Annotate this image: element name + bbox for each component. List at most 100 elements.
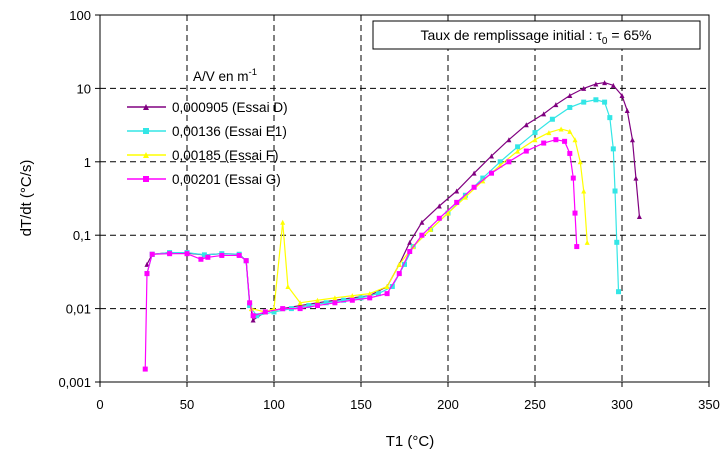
data-point <box>636 213 642 219</box>
annotation-frame <box>372 20 701 50</box>
data-point <box>149 251 155 257</box>
data-point <box>553 102 559 108</box>
data-point <box>558 126 564 132</box>
data-point <box>367 291 373 297</box>
y-tick-label: 0,01 <box>66 302 91 317</box>
y-axis-title: dT/dt (°C/s) <box>18 160 35 237</box>
data-point <box>262 309 268 315</box>
data-point <box>247 300 253 306</box>
data-point <box>572 210 578 216</box>
x-axis-title: T1 (°C) <box>386 433 435 450</box>
data-point <box>349 297 355 303</box>
series-4 <box>142 137 580 372</box>
data-point <box>297 300 303 306</box>
annotation-symbol: τ <box>596 27 602 43</box>
data-point <box>201 252 207 258</box>
legend-swatch-marker <box>143 104 149 110</box>
data-point <box>567 93 573 99</box>
annotation-suffix: = 65% <box>607 27 651 43</box>
data-point <box>167 251 173 257</box>
x-axis-ticks: 0 50 100 150 200 250 300 350 <box>96 382 720 412</box>
data-point <box>436 203 442 209</box>
legend-entry: 0,00201 (Essai G) <box>127 172 281 187</box>
data-point <box>236 252 242 258</box>
data-point <box>280 306 286 312</box>
x-tick-label: 50 <box>180 397 194 412</box>
legend-entry: 0,000905 (Essai D) <box>127 100 288 115</box>
data-point <box>271 309 277 315</box>
annotation-subscript: 0 <box>602 36 608 47</box>
data-point <box>629 137 635 143</box>
data-point <box>567 128 573 134</box>
y-tick-label: 0,1 <box>73 228 91 243</box>
data-point <box>607 115 613 121</box>
data-point <box>306 303 312 309</box>
data-point <box>367 295 373 301</box>
legend-label: 0,000905 (Essai D) <box>172 100 288 115</box>
legend-swatch-marker <box>143 152 149 158</box>
x-tick-label: 200 <box>437 397 459 412</box>
data-point <box>567 150 573 156</box>
data-point <box>285 284 291 290</box>
data-point <box>574 244 580 250</box>
legend-title: A/V en m-1 <box>193 67 257 84</box>
data-point <box>332 295 338 301</box>
series-3 <box>248 126 590 315</box>
data-point <box>602 99 608 105</box>
legend-label: 0,00185 (Essai F) <box>172 148 279 163</box>
grid <box>100 15 709 382</box>
data-point <box>396 261 402 267</box>
data-point <box>419 232 425 238</box>
data-point <box>546 130 552 136</box>
data-point <box>445 210 451 216</box>
legend-entry: 0,00136 (Essai E1) <box>127 124 287 139</box>
data-point <box>250 313 256 319</box>
y-tick-label: 100 <box>69 8 91 23</box>
data-point <box>506 159 512 165</box>
legend-label: 0,00201 (Essai G) <box>172 172 281 187</box>
data-point <box>407 248 413 254</box>
data-point <box>243 258 249 264</box>
y-tick-label: 10 <box>77 81 91 96</box>
legend-title-superscript: -1 <box>249 67 257 78</box>
data-point <box>549 116 555 122</box>
plot-frame <box>99 14 710 383</box>
legend-label: 0,00136 (Essai E1) <box>172 124 287 139</box>
data-point <box>633 175 639 181</box>
data-point <box>581 85 587 91</box>
data-point <box>567 104 573 110</box>
legend-swatch-marker <box>143 176 149 182</box>
data-point <box>454 199 460 205</box>
data-point <box>541 111 547 117</box>
data-point <box>250 317 256 323</box>
data-point <box>489 153 494 159</box>
data-point <box>184 251 190 257</box>
data-point <box>396 271 402 277</box>
data-point <box>515 148 521 154</box>
data-point <box>436 215 442 221</box>
data-point <box>402 261 407 267</box>
data-point <box>254 313 260 319</box>
data-point <box>614 239 620 245</box>
data-point <box>497 159 503 165</box>
data-point <box>471 170 477 176</box>
data-point <box>247 303 253 309</box>
annotation-prefix: Taux de remplissage initial : <box>421 27 597 43</box>
y-axis-ticks: 0,001 0,01 0,1 1 10 100 <box>58 8 100 390</box>
legend-title-text: A/V en m <box>193 69 249 84</box>
data-point <box>341 297 347 303</box>
series-layer <box>142 80 642 372</box>
data-point <box>570 175 576 181</box>
data-point <box>358 295 364 301</box>
data-point <box>454 188 460 194</box>
data-point <box>315 297 320 303</box>
data-point <box>489 170 494 176</box>
data-point <box>581 99 587 105</box>
data-point <box>523 148 529 154</box>
data-point <box>375 291 381 297</box>
data-point <box>419 219 425 225</box>
data-point <box>610 146 616 152</box>
data-point <box>610 82 616 88</box>
